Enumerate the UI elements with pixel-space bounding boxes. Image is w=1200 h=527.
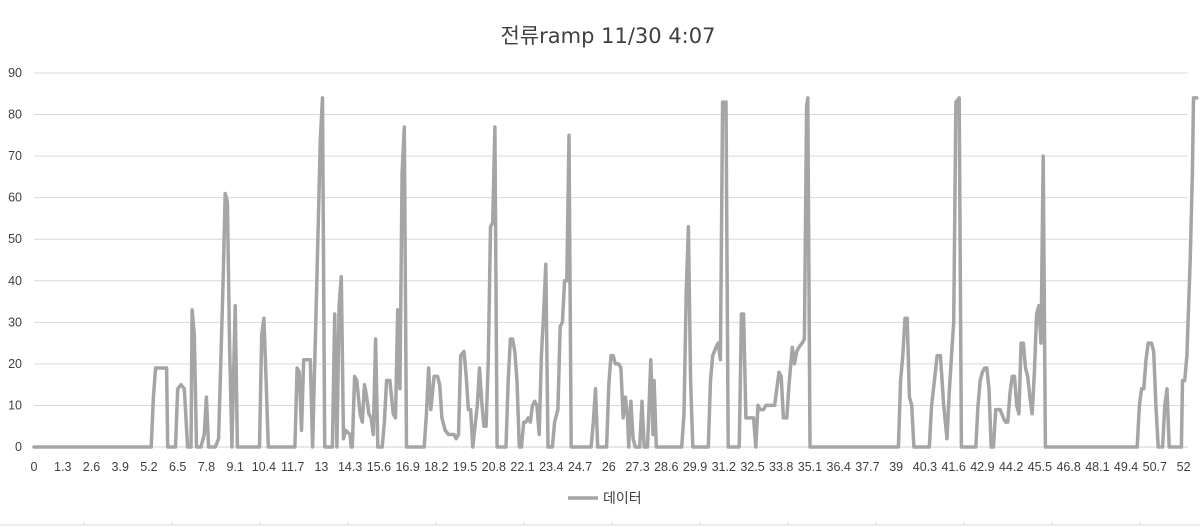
x-tick-label: 10.4 bbox=[252, 460, 276, 474]
x-tick-label: 40.3 bbox=[913, 460, 937, 474]
legend-label: 데이터 bbox=[603, 491, 642, 507]
x-tick-label: 14.3 bbox=[338, 460, 362, 474]
x-axis-tick-labels: 0 1.3 2.6 3.9 5.2 6.5 7.8 9.1 10.4 11.7 13 14.3 15.6… bbox=[31, 460, 1191, 474]
x-tick-label: 16.9 bbox=[395, 460, 419, 474]
x-tick-label: 37.7 bbox=[855, 460, 879, 474]
x-tick-label: 33.8 bbox=[769, 460, 793, 474]
y-tick-label: 60 bbox=[8, 191, 22, 205]
x-tick-label: 52 bbox=[1177, 460, 1191, 474]
x-tick-label: 23.4 bbox=[539, 460, 563, 474]
y-tick-label: 40 bbox=[8, 274, 22, 288]
x-tick-label: 42.9 bbox=[970, 460, 994, 474]
x-tick-label: 31.2 bbox=[712, 460, 736, 474]
y-tick-label: 80 bbox=[8, 108, 22, 122]
x-tick-label: 3.9 bbox=[112, 460, 129, 474]
x-tick-label: 20.8 bbox=[482, 460, 506, 474]
y-tick-label: 0 bbox=[15, 440, 22, 454]
x-tick-label: 26 bbox=[602, 460, 616, 474]
x-tick-label: 44.2 bbox=[999, 460, 1023, 474]
x-tick-label: 35.1 bbox=[798, 460, 822, 474]
x-tick-label: 11.7 bbox=[281, 460, 304, 474]
x-tick-label: 15.6 bbox=[367, 460, 391, 474]
x-tick-label: 9.1 bbox=[226, 460, 243, 474]
x-tick-label: 28.6 bbox=[654, 460, 678, 474]
x-tick-label: 41.6 bbox=[941, 460, 965, 474]
y-axis-tick-labels: 0 10 20 30 40 50 60 70 80 90 bbox=[8, 66, 22, 454]
plot-area bbox=[32, 96, 1199, 449]
x-tick-label: 13 bbox=[314, 460, 328, 474]
x-tick-label: 36.4 bbox=[827, 460, 851, 474]
x-tick-label: 50.7 bbox=[1143, 460, 1167, 474]
x-tick-label: 29.9 bbox=[683, 460, 707, 474]
y-tick-label: 20 bbox=[8, 357, 22, 371]
legend: 데이터 bbox=[568, 491, 642, 507]
chart-title: 전류ramp 11/30 4:07 bbox=[501, 24, 716, 48]
x-tick-label: 32.5 bbox=[740, 460, 764, 474]
x-tick-label: 22.1 bbox=[510, 460, 534, 474]
x-tick-label: 45.5 bbox=[1028, 460, 1052, 474]
x-tick-label: 46.8 bbox=[1056, 460, 1080, 474]
x-tick-label: 18.2 bbox=[424, 460, 448, 474]
x-tick-label: 49.4 bbox=[1114, 460, 1138, 474]
bottom-border-ticks bbox=[0, 521, 1200, 526]
y-tick-label: 90 bbox=[8, 66, 22, 80]
x-tick-label: 24.7 bbox=[568, 460, 592, 474]
series-line bbox=[32, 96, 1199, 449]
y-tick-label: 70 bbox=[8, 149, 22, 163]
x-tick-label: 2.6 bbox=[83, 460, 100, 474]
x-tick-label: 39 bbox=[889, 460, 903, 474]
x-tick-label: 48.1 bbox=[1085, 460, 1109, 474]
y-tick-label: 50 bbox=[8, 232, 22, 246]
x-tick-label: 0 bbox=[31, 460, 38, 474]
y-tick-label: 30 bbox=[8, 315, 22, 329]
x-tick-label: 7.8 bbox=[198, 460, 215, 474]
y-tick-label: 10 bbox=[8, 398, 22, 412]
x-tick-label: 6.5 bbox=[169, 460, 186, 474]
x-tick-label: 27.3 bbox=[625, 460, 649, 474]
x-tick-label: 5.2 bbox=[140, 460, 157, 474]
x-tick-label: 19.5 bbox=[453, 460, 477, 474]
x-tick-label: 1.3 bbox=[54, 460, 71, 474]
